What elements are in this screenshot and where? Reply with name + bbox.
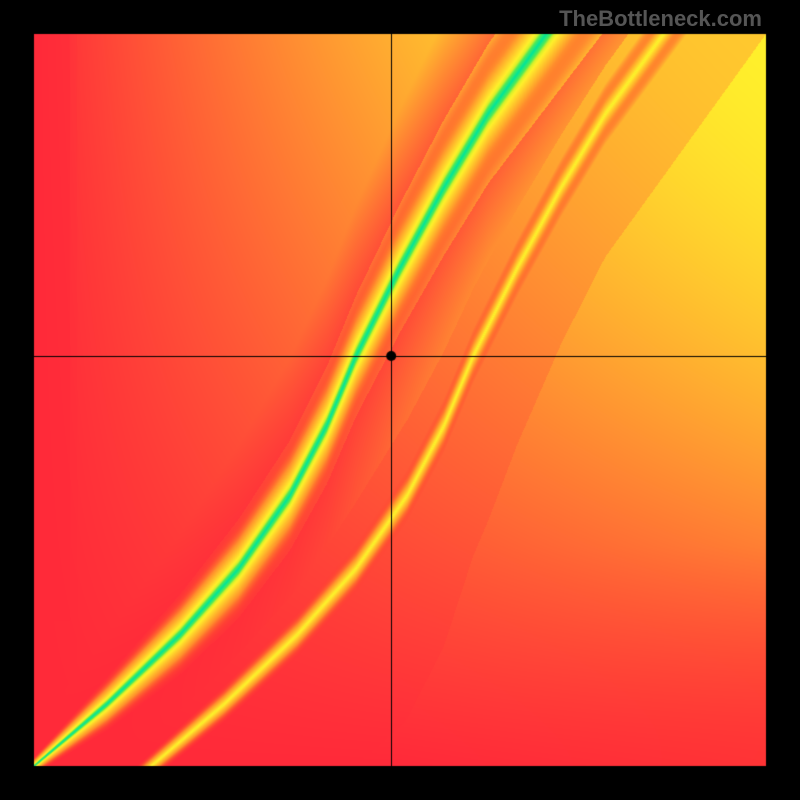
chart-container: TheBottleneck.com <box>0 0 800 800</box>
bottleneck-heatmap <box>0 0 800 800</box>
watermark-text: TheBottleneck.com <box>559 6 762 32</box>
